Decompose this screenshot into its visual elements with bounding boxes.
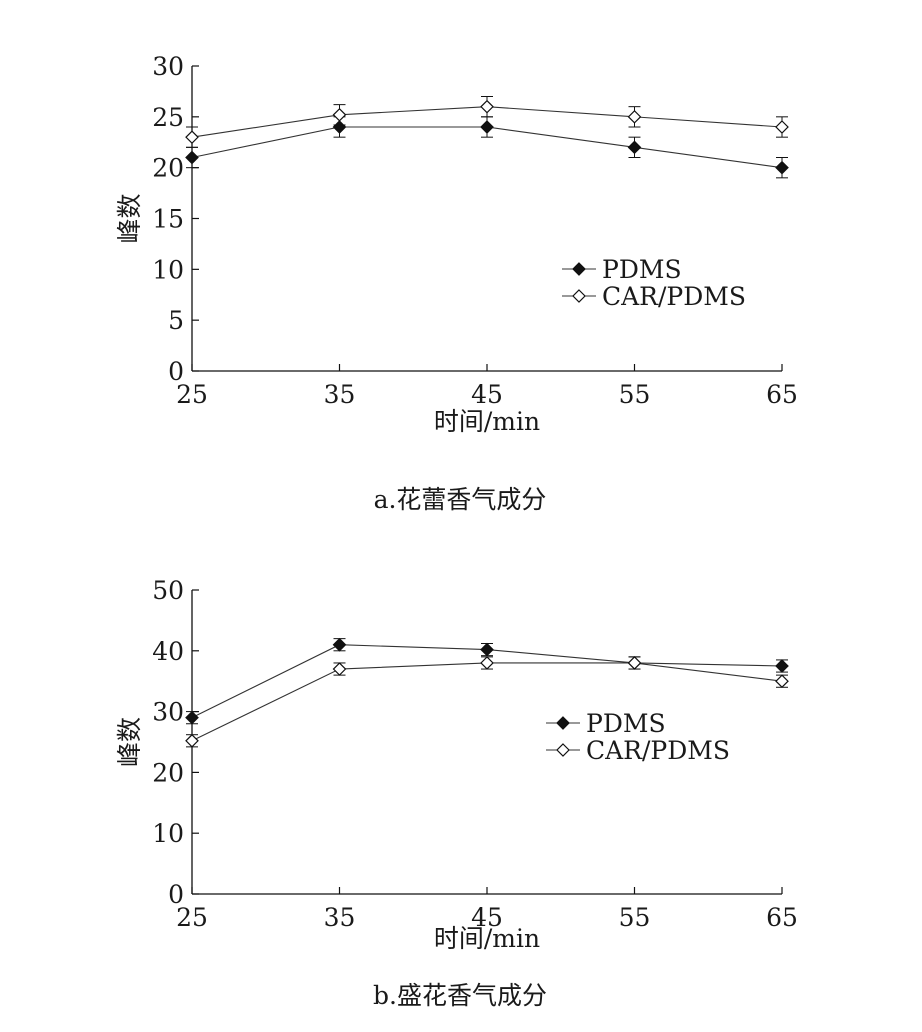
data-point-car-pdms [480,99,494,114]
x-tick-label: 45 [471,903,503,932]
x-tick-label: 55 [619,903,651,932]
data-point-pdms [185,150,199,165]
y-tick-label: 30 [152,698,184,727]
legend-marker-car-pdms [556,743,570,757]
y-tick-label: 20 [152,154,184,183]
y-tick-label: 5 [168,306,184,335]
x-axis-label: 时间/min [434,407,540,436]
y-tick-label: 30 [152,52,184,81]
legend-label-car-pdms: CAR/PDMS [602,282,746,311]
data-point-pdms [775,160,789,175]
y-tick-label: 15 [152,205,184,234]
chart-panel-b: 0 10 20 30 40 50 25 35 45 55 65 时间/min 峰数 PDMSCAR/PDM… [115,576,798,1010]
data-point-car-pdms [185,733,199,748]
x-axis-label: 时间/min [434,924,540,953]
legend-marker-pdms [572,262,586,276]
legend-marker-car-pdms [572,289,586,303]
y-tick-label: 50 [152,576,184,605]
x-tick-label: 35 [324,380,356,409]
y-tick-label: 20 [152,758,184,787]
x-tick-label: 65 [766,903,798,932]
data-point-pdms [332,637,347,652]
legend-label-car-pdms: CAR/PDMS [586,736,730,765]
y-tick-label: 10 [152,819,184,848]
x-tick-label: 25 [176,903,208,932]
legend-label-pdms: PDMS [602,255,682,284]
y-tick-label: 40 [152,637,184,666]
data-point-pdms [185,710,199,725]
data-point-pdms [480,642,494,657]
y-axis-label: 峰数 [115,717,144,767]
data-point-car-pdms [332,662,347,676]
y-tick-label: 0 [168,880,184,909]
data-point-car-pdms [775,120,789,134]
data-point-pdms [775,659,789,673]
data-point-pdms [627,140,642,155]
chart-panel-a: 0 5 10 15 20 25 30 25 35 45 55 65 时间/min 峰数 PDMSCAR/PD… [115,52,798,514]
y-tick-label: 25 [152,103,184,132]
legend-marker-pdms [556,716,570,730]
chart-caption: b.盛花香气成分 [373,981,547,1010]
data-point-car-pdms [627,109,642,124]
data-point-car-pdms [332,107,347,122]
x-tick-label: 25 [176,380,208,409]
y-tick-label: 0 [168,357,184,386]
legend-label-pdms: PDMS [586,709,666,738]
data-point-car-pdms [185,130,199,145]
x-tick-label: 55 [619,380,651,409]
chart-caption: a.花蕾香气成分 [374,485,547,514]
x-tick-label: 45 [471,380,503,409]
data-point-car-pdms [775,674,789,689]
x-tick-label: 65 [766,380,798,409]
data-point-car-pdms [627,656,642,670]
y-axis-label: 峰数 [115,193,144,243]
data-point-pdms [480,120,494,134]
series-line-car-pdms [191,662,783,742]
y-tick-label: 10 [152,255,184,284]
data-point-car-pdms [480,656,494,670]
x-tick-label: 35 [324,903,356,932]
